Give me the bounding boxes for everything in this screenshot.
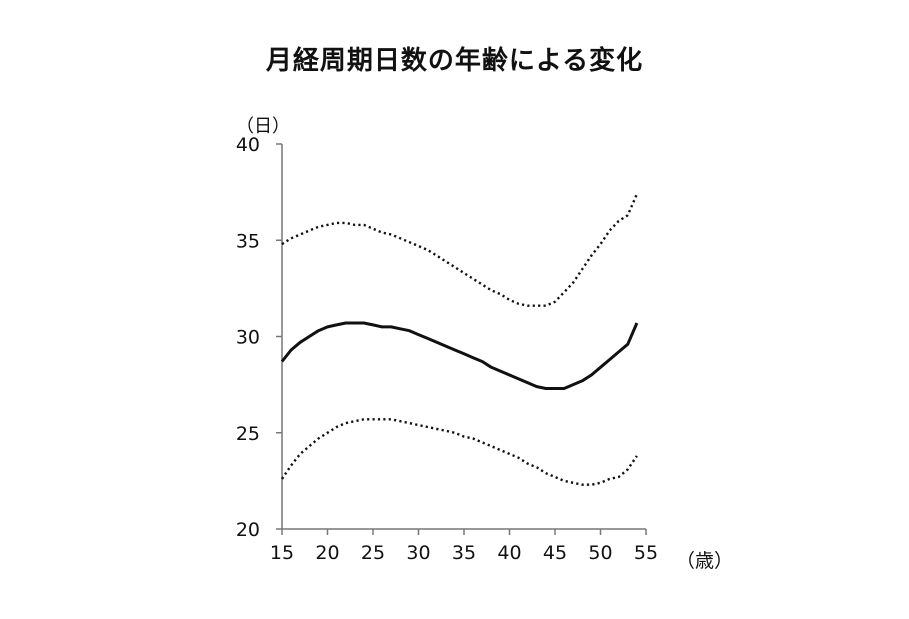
- series-line-1: [281, 418, 638, 486]
- y-tick-label: 20: [236, 519, 260, 541]
- y-tick-label: 40: [236, 134, 260, 156]
- x-tick-label: 45: [543, 542, 567, 564]
- y-tick-label: 30: [236, 327, 260, 349]
- y-tick-label: 35: [236, 230, 260, 252]
- x-tick-label: 40: [497, 542, 521, 564]
- chart-ticks: 20 25 30 35 40 15 20 25 30 35 40 45 50 55: [236, 134, 658, 564]
- series-line-3: [281, 193, 639, 307]
- chart-series: [280, 193, 639, 486]
- x-tick-label: 55: [634, 542, 658, 564]
- y-tick-label: 25: [236, 423, 260, 445]
- chart-title: 月経周期日数の年齢による変化: [265, 46, 644, 76]
- y-axis-unit-label: （日）: [236, 116, 290, 137]
- x-tick-label: 35: [452, 542, 476, 564]
- x-axis-unit-label: （歳）: [676, 550, 734, 572]
- x-tick-label: 30: [406, 542, 430, 564]
- x-tick-label: 20: [315, 542, 339, 564]
- chart-axes: [281, 144, 646, 530]
- x-tick-label: 15: [270, 542, 294, 564]
- series-line-2: [280, 321, 639, 390]
- x-tick-label: 50: [588, 542, 612, 564]
- x-tick-label: 25: [361, 542, 385, 564]
